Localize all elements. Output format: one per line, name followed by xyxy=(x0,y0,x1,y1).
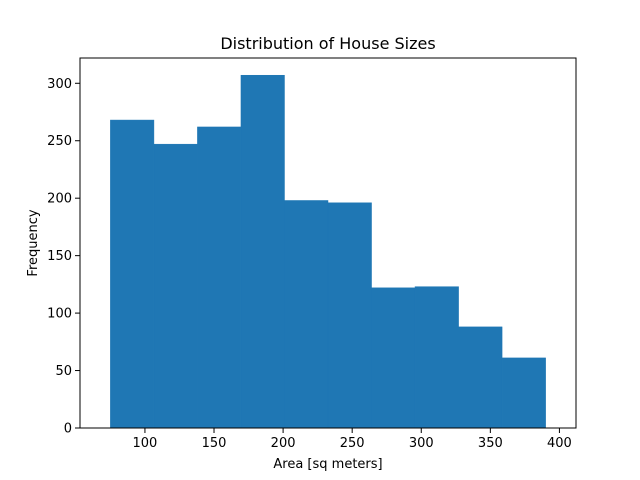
y-tick-label: 300 xyxy=(47,77,72,92)
bars-group xyxy=(110,74,546,429)
x-axis-label: Area [sq meters] xyxy=(273,457,382,472)
plot-area-frame xyxy=(79,57,577,429)
x-tick-label: 400 xyxy=(547,436,572,451)
x-tick-label: 100 xyxy=(133,436,158,451)
y-tick-label: 100 xyxy=(47,307,72,322)
histogram-bar xyxy=(414,286,459,429)
chart-title: Distribution of House Sizes xyxy=(220,34,435,53)
histogram-bar xyxy=(284,200,329,429)
y-tick-label: 150 xyxy=(47,249,72,264)
x-tick-label: 350 xyxy=(478,436,503,451)
y-tick-label: 0 xyxy=(64,422,72,437)
y-axis-ticks: 0 50 100 150 200 250 300 xyxy=(47,77,80,437)
histogram-bar xyxy=(501,357,546,429)
x-tick-label: 150 xyxy=(202,436,227,451)
histogram-bar xyxy=(458,326,503,429)
x-tick-label: 200 xyxy=(271,436,296,451)
y-axis-label: Frequency xyxy=(26,209,41,276)
histogram-bar xyxy=(197,126,242,429)
x-tick-label: 250 xyxy=(340,436,365,451)
y-tick-label: 250 xyxy=(47,134,72,149)
histogram-bar xyxy=(153,143,198,429)
x-tick-label: 300 xyxy=(409,436,434,451)
x-axis-ticks: 100 150 200 250 300 350 400 xyxy=(133,428,572,451)
histogram-bar xyxy=(240,74,285,429)
y-tick-label: 50 xyxy=(55,364,72,379)
y-tick-label: 200 xyxy=(47,192,72,207)
histogram-bar xyxy=(371,287,416,429)
histogram-bar xyxy=(110,119,155,429)
histogram-bar xyxy=(327,202,372,429)
